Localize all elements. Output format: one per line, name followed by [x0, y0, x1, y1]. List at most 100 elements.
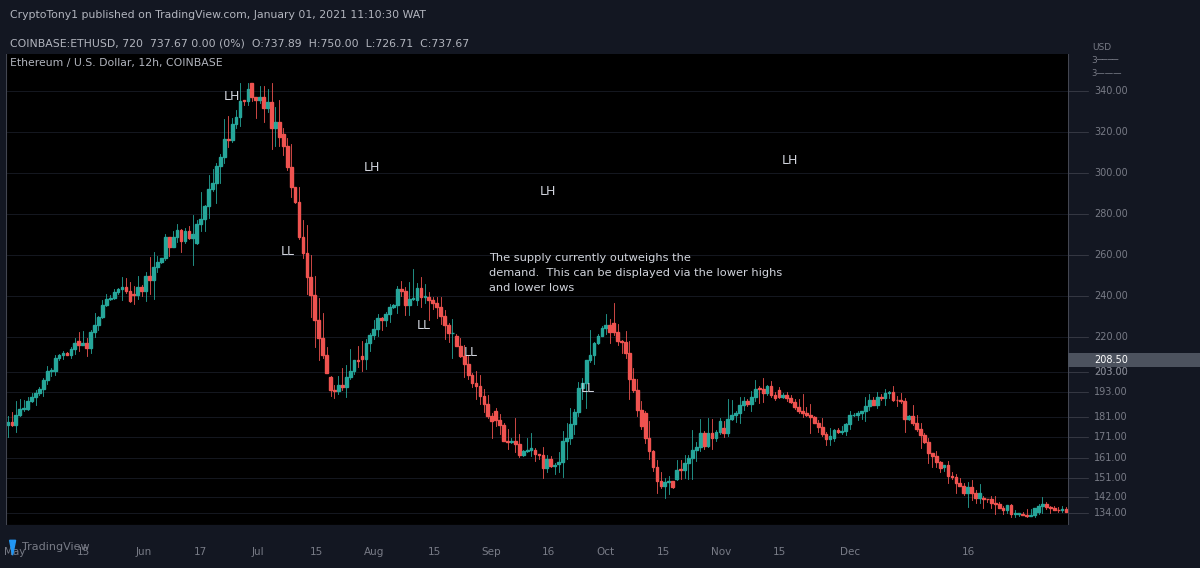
Bar — [137, 287, 139, 295]
Bar — [18, 409, 22, 415]
Bar — [1057, 509, 1060, 511]
Bar — [1009, 506, 1013, 514]
Bar — [175, 229, 179, 237]
Text: USD: USD — [1092, 43, 1111, 52]
Bar — [640, 410, 643, 426]
Bar — [569, 424, 572, 437]
Bar — [458, 346, 462, 356]
Bar — [479, 386, 481, 396]
Bar — [612, 323, 616, 332]
Bar — [596, 336, 599, 343]
Bar — [1037, 506, 1040, 512]
Bar — [274, 122, 277, 128]
Text: LH: LH — [365, 161, 380, 174]
Bar — [144, 276, 148, 291]
Bar — [833, 431, 835, 438]
Bar — [199, 219, 202, 224]
Text: 300.00: 300.00 — [1094, 168, 1128, 178]
Bar — [427, 297, 431, 300]
Bar — [707, 433, 709, 445]
Bar — [82, 343, 84, 345]
Bar — [223, 139, 226, 157]
Bar — [278, 122, 281, 137]
Bar — [208, 190, 210, 206]
Text: 280.00: 280.00 — [1094, 209, 1128, 219]
Bar — [821, 427, 823, 434]
Bar — [900, 400, 902, 401]
Text: LH: LH — [540, 185, 556, 198]
Bar — [982, 498, 985, 499]
Text: 3———: 3——— — [1092, 69, 1122, 78]
Text: 3────: 3──── — [1092, 56, 1120, 65]
Bar — [514, 441, 517, 444]
Bar — [404, 291, 407, 306]
Bar — [310, 277, 312, 295]
Text: Sep: Sep — [481, 546, 502, 557]
Bar — [974, 493, 977, 498]
Bar — [726, 419, 730, 433]
Bar — [978, 493, 980, 498]
Bar — [254, 97, 257, 99]
Text: 16: 16 — [961, 546, 974, 557]
Bar — [1045, 504, 1048, 507]
Bar — [491, 416, 493, 421]
Bar — [148, 276, 151, 280]
Bar — [722, 428, 725, 433]
Bar — [301, 237, 305, 253]
Bar — [215, 166, 218, 183]
Text: 134.00: 134.00 — [1094, 508, 1128, 518]
Bar — [883, 393, 887, 398]
Bar — [962, 486, 965, 493]
Bar — [116, 289, 120, 292]
Bar — [691, 449, 694, 458]
Bar — [971, 487, 973, 493]
Bar — [954, 477, 958, 483]
Text: 320.00: 320.00 — [1094, 127, 1128, 137]
Bar — [58, 356, 60, 358]
Bar — [180, 229, 182, 241]
Bar — [947, 465, 949, 476]
Bar — [541, 455, 545, 468]
Bar — [809, 415, 811, 417]
Bar — [337, 385, 340, 391]
Text: LL: LL — [281, 245, 294, 258]
Bar — [109, 298, 112, 299]
Bar — [85, 343, 88, 348]
Bar — [11, 423, 13, 425]
Bar — [762, 389, 764, 393]
Bar — [187, 231, 191, 238]
Bar — [766, 386, 768, 393]
Text: LH: LH — [781, 154, 798, 167]
Bar — [538, 454, 540, 455]
Bar — [140, 287, 143, 291]
Bar — [26, 401, 29, 408]
Bar — [420, 287, 422, 297]
Bar — [132, 294, 136, 295]
Bar — [805, 413, 808, 415]
Bar — [443, 316, 446, 325]
Text: COINBASE:ETHUSD, 720  737.67 0.00 (0%)  O:737.89  H:750.00  L:726.71  C:737.67: COINBASE:ETHUSD, 720 737.67 0.00 (0%) O:… — [10, 39, 469, 49]
Bar — [396, 289, 398, 305]
Text: Nov: Nov — [710, 546, 731, 557]
Bar — [750, 396, 752, 404]
Text: 171.00: 171.00 — [1094, 432, 1128, 442]
Bar — [412, 298, 414, 299]
Bar — [608, 325, 611, 332]
Bar — [600, 328, 604, 336]
Bar — [534, 450, 536, 454]
Bar — [38, 389, 41, 392]
Bar — [431, 300, 434, 303]
Bar — [334, 390, 336, 391]
Bar — [872, 400, 875, 405]
Bar — [526, 450, 528, 451]
Bar — [113, 292, 115, 298]
Text: 17: 17 — [193, 546, 206, 557]
Bar — [270, 102, 272, 128]
Bar — [156, 261, 158, 267]
Text: 15: 15 — [77, 546, 90, 557]
Bar — [388, 307, 391, 314]
Bar — [172, 237, 174, 247]
Bar — [14, 415, 17, 425]
Bar — [42, 380, 44, 389]
Bar — [926, 441, 930, 453]
